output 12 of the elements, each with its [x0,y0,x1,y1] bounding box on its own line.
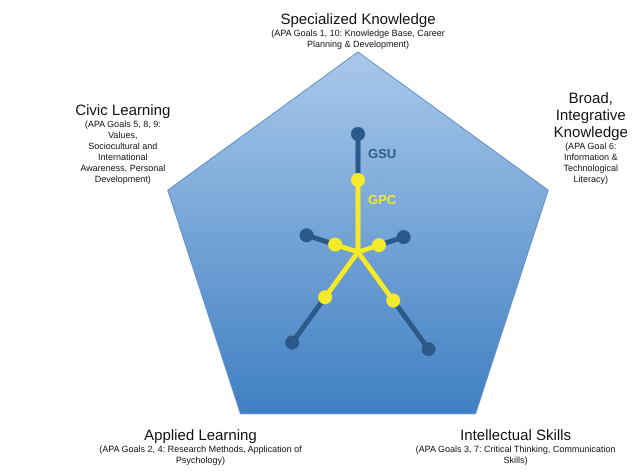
spoke-label: Specialized Knowledge [280,11,436,28]
spoke-label: Applied Learning [144,426,257,444]
text: (APA Goals 3, 7: Critical Thinking, Communication Skills) [416,444,616,465]
text: (APA Goals 5, 8, 9: Values, Sociocultural and International Awareness, Personal Development) [80,119,166,184]
text: (APA Goal 6: Information & Technological Literacy) [563,141,618,184]
text: (APA Goals 2, 4: Research Methods, Application of Psychology) [99,444,302,465]
spoke-label: Broad, Integrative Knowledge [554,90,628,142]
text: (APA Goals 1, 10: Knowledge Base, Career Planning & Development) [271,28,445,49]
spoke-label: Intellectual Skills [460,426,571,444]
spoke-label: Civic Learning [75,102,170,120]
series-label: GSU [368,146,396,161]
series-label: GPC [368,192,397,207]
